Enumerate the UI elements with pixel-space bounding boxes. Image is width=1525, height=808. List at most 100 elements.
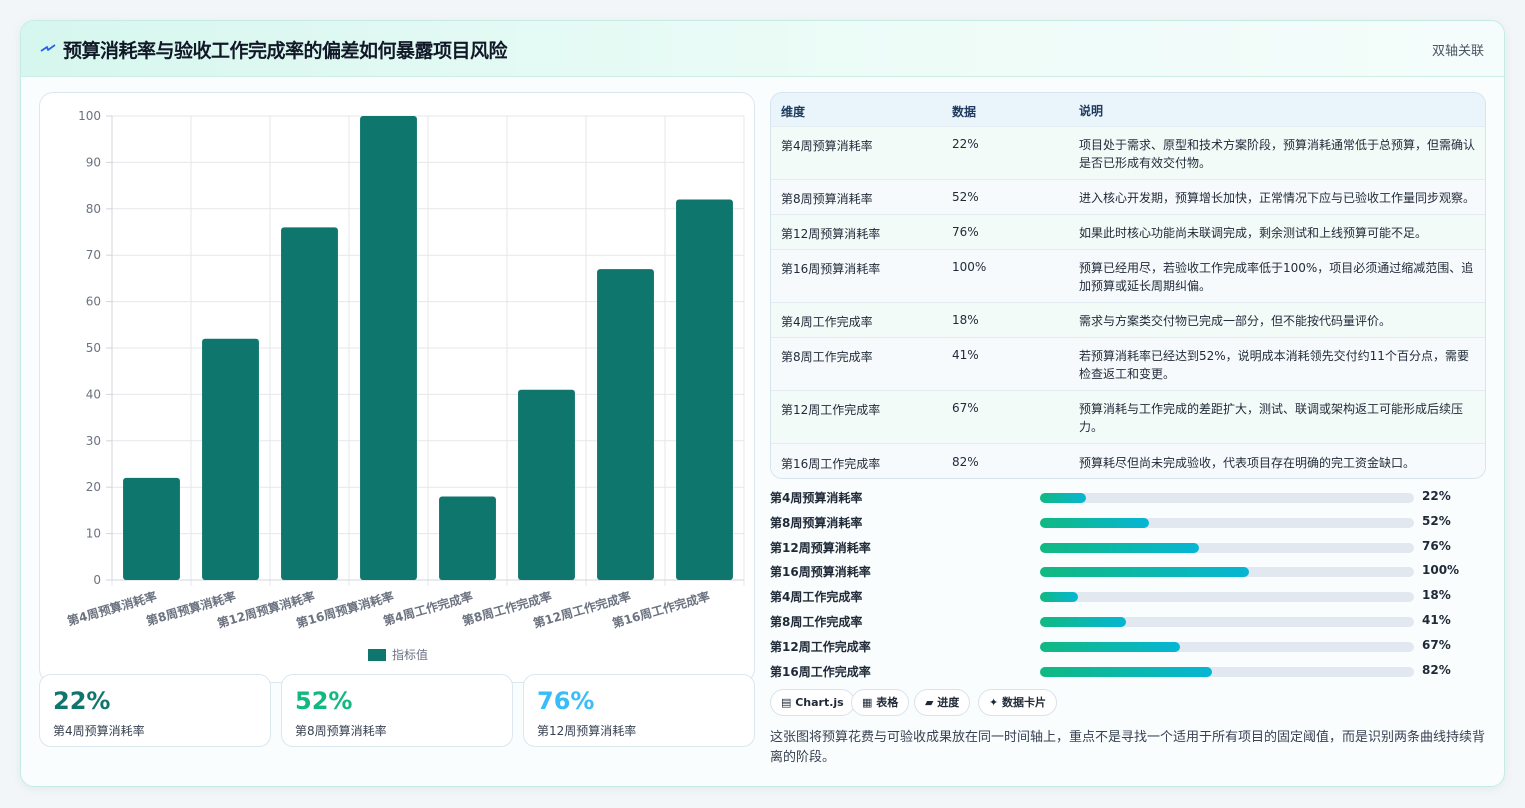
bar-5 xyxy=(439,496,496,580)
bar-1 xyxy=(123,477,180,580)
table-row: 第16周预算消耗率 100% 预算已经用尽，若验收工作完成率低于100%，项目必… xyxy=(771,250,1485,303)
progress-label: 第4周工作完成率 xyxy=(770,590,863,605)
bar-4 xyxy=(360,116,417,580)
bar-8 xyxy=(676,199,733,580)
stat-card-1: 22% 第4周预算消耗率 xyxy=(39,674,271,747)
progress-fill xyxy=(1040,617,1126,627)
progress-value: 22% xyxy=(1422,489,1451,503)
cell-value: 52% xyxy=(952,190,979,204)
chip-chartjs[interactable]: ▤ Chart.js xyxy=(770,689,855,716)
progress-label: 第4周预算消耗率 xyxy=(770,491,863,505)
progress-value: 52% xyxy=(1422,513,1451,528)
table-row: 第8周工作完成率 41% 若预算消耗率已经达到52%，说明成本消耗领先交付约11… xyxy=(771,338,1485,391)
progress-value: 41% xyxy=(1422,613,1451,627)
progress-value: 18% xyxy=(1422,588,1451,603)
cell-value: 76% xyxy=(952,225,979,239)
progress-label: 第16周工作完成率 xyxy=(770,664,871,679)
header-data: 数据 xyxy=(952,105,977,119)
table-row: 第16周工作完成率 82% 预算耗尽但尚未完成验收，代表项目存在明确的完工资金缺… xyxy=(771,444,1485,478)
stat-label: 第12周预算消耗率 xyxy=(537,724,637,738)
bar-chart: 0 10 20 30 40 50 60 70 80 90 100 第4周预算消耗率 第8周预算消耗率 第1… xyxy=(39,92,755,683)
y-tick-label: 50 xyxy=(86,341,101,355)
header-dimension: 维度 xyxy=(781,105,806,119)
cell-value: 41% xyxy=(952,348,979,362)
cell-note: 需求与方案类交付物已完成一部分，但不能按代码量评价。 xyxy=(1079,314,1392,328)
cell-value: 100% xyxy=(952,260,987,274)
progress-label: 第12周工作完成率 xyxy=(770,639,871,654)
progress-label: 第16周预算消耗率 xyxy=(770,565,871,580)
progress-fill xyxy=(1040,542,1200,553)
progress-label: 第8周预算消耗率 xyxy=(770,515,863,530)
table-row: 第4周工作完成率 18% 需求与方案类交付物已完成一部分，但不能按代码量评价。 xyxy=(771,303,1485,338)
stat-card-2: 52% 第8周预算消耗率 xyxy=(281,674,513,747)
progress-fill xyxy=(1040,641,1181,652)
table-row: 第4周预算消耗率 22% 项目处于需求、原型和技术方案阶段，预算消耗通常低于总预… xyxy=(771,127,1485,180)
cell-dimension: 第16周预算消耗率 xyxy=(781,262,881,276)
progress-row: 第12周预算消耗率 76% xyxy=(770,537,1486,557)
progress-value: 76% xyxy=(1422,538,1451,553)
progress-fill xyxy=(1040,493,1087,503)
stat-value: 76% xyxy=(537,687,595,715)
y-tick-label: 0 xyxy=(93,573,101,587)
progress-track xyxy=(1040,517,1414,528)
progress-row: 第8周工作完成率 41% xyxy=(770,611,1486,631)
y-tick-label: 20 xyxy=(86,480,101,494)
legend-label: 指标值 xyxy=(392,647,428,662)
cell-note: 项目处于需求、原型和技术方案阶段，预算消耗通常低于总预算，但需确认是否已形成有效… xyxy=(1079,138,1476,170)
progress-row: 第16周工作完成率 82% xyxy=(770,661,1486,681)
cell-note: 进入核心开发期，预算增长加快，正常情况下应与已验收工作量同步观察。 xyxy=(1079,191,1476,205)
y-tick-label: 80 xyxy=(86,202,101,216)
bar-6 xyxy=(518,389,575,580)
progress-track xyxy=(1040,493,1414,503)
progress-fill xyxy=(1040,666,1212,677)
y-tick-label: 40 xyxy=(86,387,101,401)
chip-progress[interactable]: ▰ 进度 xyxy=(914,689,971,716)
progress-row: 第12周工作完成率 67% xyxy=(770,636,1486,656)
header: 预算消耗率与验收工作完成率的偏差如何暴露项目风险 双轴关联 xyxy=(21,21,1504,77)
cell-value: 22% xyxy=(952,137,979,151)
page-title: 预算消耗率与验收工作完成率的偏差如何暴露项目风险 xyxy=(63,40,508,62)
data-table: 维度 数据 说明 第4周预算消耗率 22% 项目处于需求、原型和技术方案阶段，预… xyxy=(770,92,1486,479)
cell-note: 预算已经用尽，若验收工作完成率低于100%，项目必须通过缩减范围、追加预算或延长… xyxy=(1079,261,1474,293)
stat-value: 52% xyxy=(295,687,353,715)
y-tick-label: 100 xyxy=(78,109,101,123)
cell-note: 如果此时核心功能尚未联调完成，剩余测试和上线预算可能不足。 xyxy=(1079,226,1428,240)
progress-row: 第4周工作完成率 18% xyxy=(770,586,1486,606)
progress-track xyxy=(1040,542,1414,553)
cell-value: 82% xyxy=(952,455,979,469)
progress-label: 第12周预算消耗率 xyxy=(770,540,871,555)
chip-data-card[interactable]: ✦ 数据卡片 xyxy=(978,689,1058,716)
chip-table[interactable]: ▦ 表格 xyxy=(851,689,910,716)
cell-dimension: 第12周预算消耗率 xyxy=(781,227,881,241)
header-note: 说明 xyxy=(1079,104,1104,118)
progress-track xyxy=(1040,592,1414,603)
stat-value: 22% xyxy=(53,687,111,715)
chart-canvas: 0102030405060708090100第4周预算消耗率第8周预算消耗率第1… xyxy=(65,109,745,662)
bar-3 xyxy=(281,227,338,581)
progress-value: 82% xyxy=(1422,662,1451,677)
cell-dimension: 第4周预算消耗率 xyxy=(781,139,873,153)
y-tick-label: 60 xyxy=(86,295,101,309)
cell-dimension: 第8周预算消耗率 xyxy=(781,192,873,206)
y-tick-label: 10 xyxy=(86,527,101,541)
cell-dimension: 第8周工作完成率 xyxy=(781,350,873,364)
cell-dimension: 第12周工作完成率 xyxy=(781,403,881,417)
x-tick-label: 第4周预算消耗率 xyxy=(65,588,158,628)
stat-label: 第4周预算消耗率 xyxy=(53,724,145,738)
y-tick-label: 90 xyxy=(86,155,101,169)
progress-track xyxy=(1040,641,1414,652)
cell-value: 18% xyxy=(952,313,979,327)
progress-row: 第4周预算消耗率 22% xyxy=(770,487,1486,507)
progress-track xyxy=(1040,666,1414,677)
progress-value: 67% xyxy=(1422,637,1451,652)
legend-swatch xyxy=(368,649,386,661)
x-tick-label: 第4周工作完成率 xyxy=(381,588,474,628)
zap-icon xyxy=(40,44,56,52)
progress-fill xyxy=(1040,592,1078,603)
progress-track xyxy=(1040,617,1414,627)
progress-fill xyxy=(1040,517,1149,528)
description: 这张图将预算花费与可验收成果放在同一时间轴上，重点不是寻找一个适用于所有项目的固… xyxy=(770,730,1486,765)
progress-fill xyxy=(1040,567,1250,578)
progress-track xyxy=(1040,567,1414,578)
cell-note: 预算耗尽但尚未完成验收，代表项目存在明确的完工资金缺口。 xyxy=(1079,456,1416,470)
